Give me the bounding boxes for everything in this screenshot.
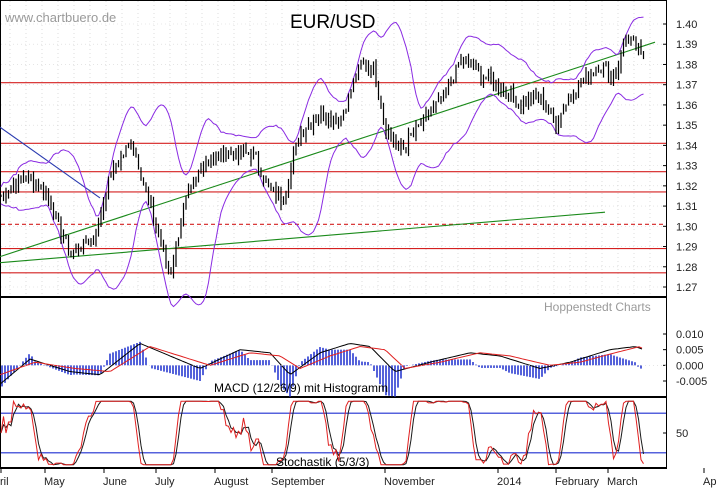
bollinger-lower-band	[0, 92, 644, 308]
downtrend-trendline	[0, 126, 101, 199]
macd-panel-frame	[0, 297, 667, 397]
price-y-tick-label: 1.40	[676, 19, 697, 31]
macd-macd-line	[0, 343, 643, 385]
trendlines	[0, 41, 656, 264]
stochastic-y-tick-label: 50	[676, 428, 688, 440]
macd-histogram	[1, 341, 642, 397]
price-y-tick-label: 1.37	[676, 80, 697, 92]
price-y-tick-labels: 1.27 1.28 1.29 1.30 1.31 1.32 1.33 1.34 1.35 1.36…	[663, 19, 697, 294]
uptrend-trendline	[0, 41, 656, 258]
price-bars	[0, 34, 645, 279]
x-tick-label: February	[555, 476, 600, 488]
x-tick-label: September	[271, 476, 325, 488]
price-y-tick-label: 1.29	[676, 242, 697, 254]
price-y-tick-label: 1.28	[676, 262, 697, 274]
macd-y-tick-label: 0.010	[676, 329, 704, 341]
price-y-tick-label: 1.30	[676, 221, 697, 233]
macd-signal-line	[0, 345, 643, 376]
x-tick-label: March	[607, 476, 638, 488]
x-tick-label: July	[155, 476, 175, 488]
macd-y-tick-labels: 0.010 0.005 0.000 -0.005	[1, 329, 707, 388]
uptrend-long-trendline	[0, 211, 606, 264]
price-y-tick-label: 1.33	[676, 161, 697, 173]
stochastic-title: Stochastik (5/3/3)	[276, 455, 369, 469]
stochastic-lines	[0, 399, 644, 466]
price-panel-frame	[0, 0, 667, 297]
watermark-text: www.chartbuero.de	[4, 10, 116, 25]
macd-title: MACD (12/26/9) mit Histogramm	[214, 381, 388, 395]
support-resistance-levels	[1, 82, 666, 274]
chart-title: EUR/USD	[290, 12, 376, 33]
x-tick-labels: ril May June July August September November 201…	[0, 468, 716, 488]
x-gridlines	[9, 1, 651, 297]
price-y-tick-label: 1.35	[676, 120, 697, 132]
price-y-tick-label: 1.32	[676, 181, 697, 193]
price-y-tick-label: 1.39	[676, 39, 697, 51]
stochastic-y-tick-labels: 50	[663, 428, 688, 440]
x-tick-label: ril	[0, 476, 9, 488]
x-tick-label: May	[44, 476, 65, 488]
macd-lines	[0, 343, 643, 385]
macd-y-tick-label: -0.005	[676, 376, 707, 388]
credit-text: Hoppenstedt Charts	[544, 300, 651, 314]
price-gridlines	[1, 23, 666, 288]
stochastic-k-line	[0, 399, 644, 466]
x-tick-label: Ap	[703, 476, 716, 488]
price-y-tick-label: 1.36	[676, 100, 697, 112]
price-y-tick-label: 1.38	[676, 59, 697, 71]
x-tick-label: November	[384, 476, 435, 488]
macd-y-tick-label: 0.005	[676, 345, 704, 357]
macd-y-tick-label: 0.000	[676, 360, 704, 372]
bollinger-bands	[0, 16, 644, 308]
x-tick-label: 2014	[497, 476, 521, 488]
x-tick-label: June	[103, 476, 127, 488]
price-y-tick-label: 1.27	[676, 282, 697, 294]
x-tick-label: August	[214, 476, 248, 488]
price-y-tick-label: 1.31	[676, 201, 697, 213]
price-y-tick-label: 1.34	[676, 140, 697, 152]
